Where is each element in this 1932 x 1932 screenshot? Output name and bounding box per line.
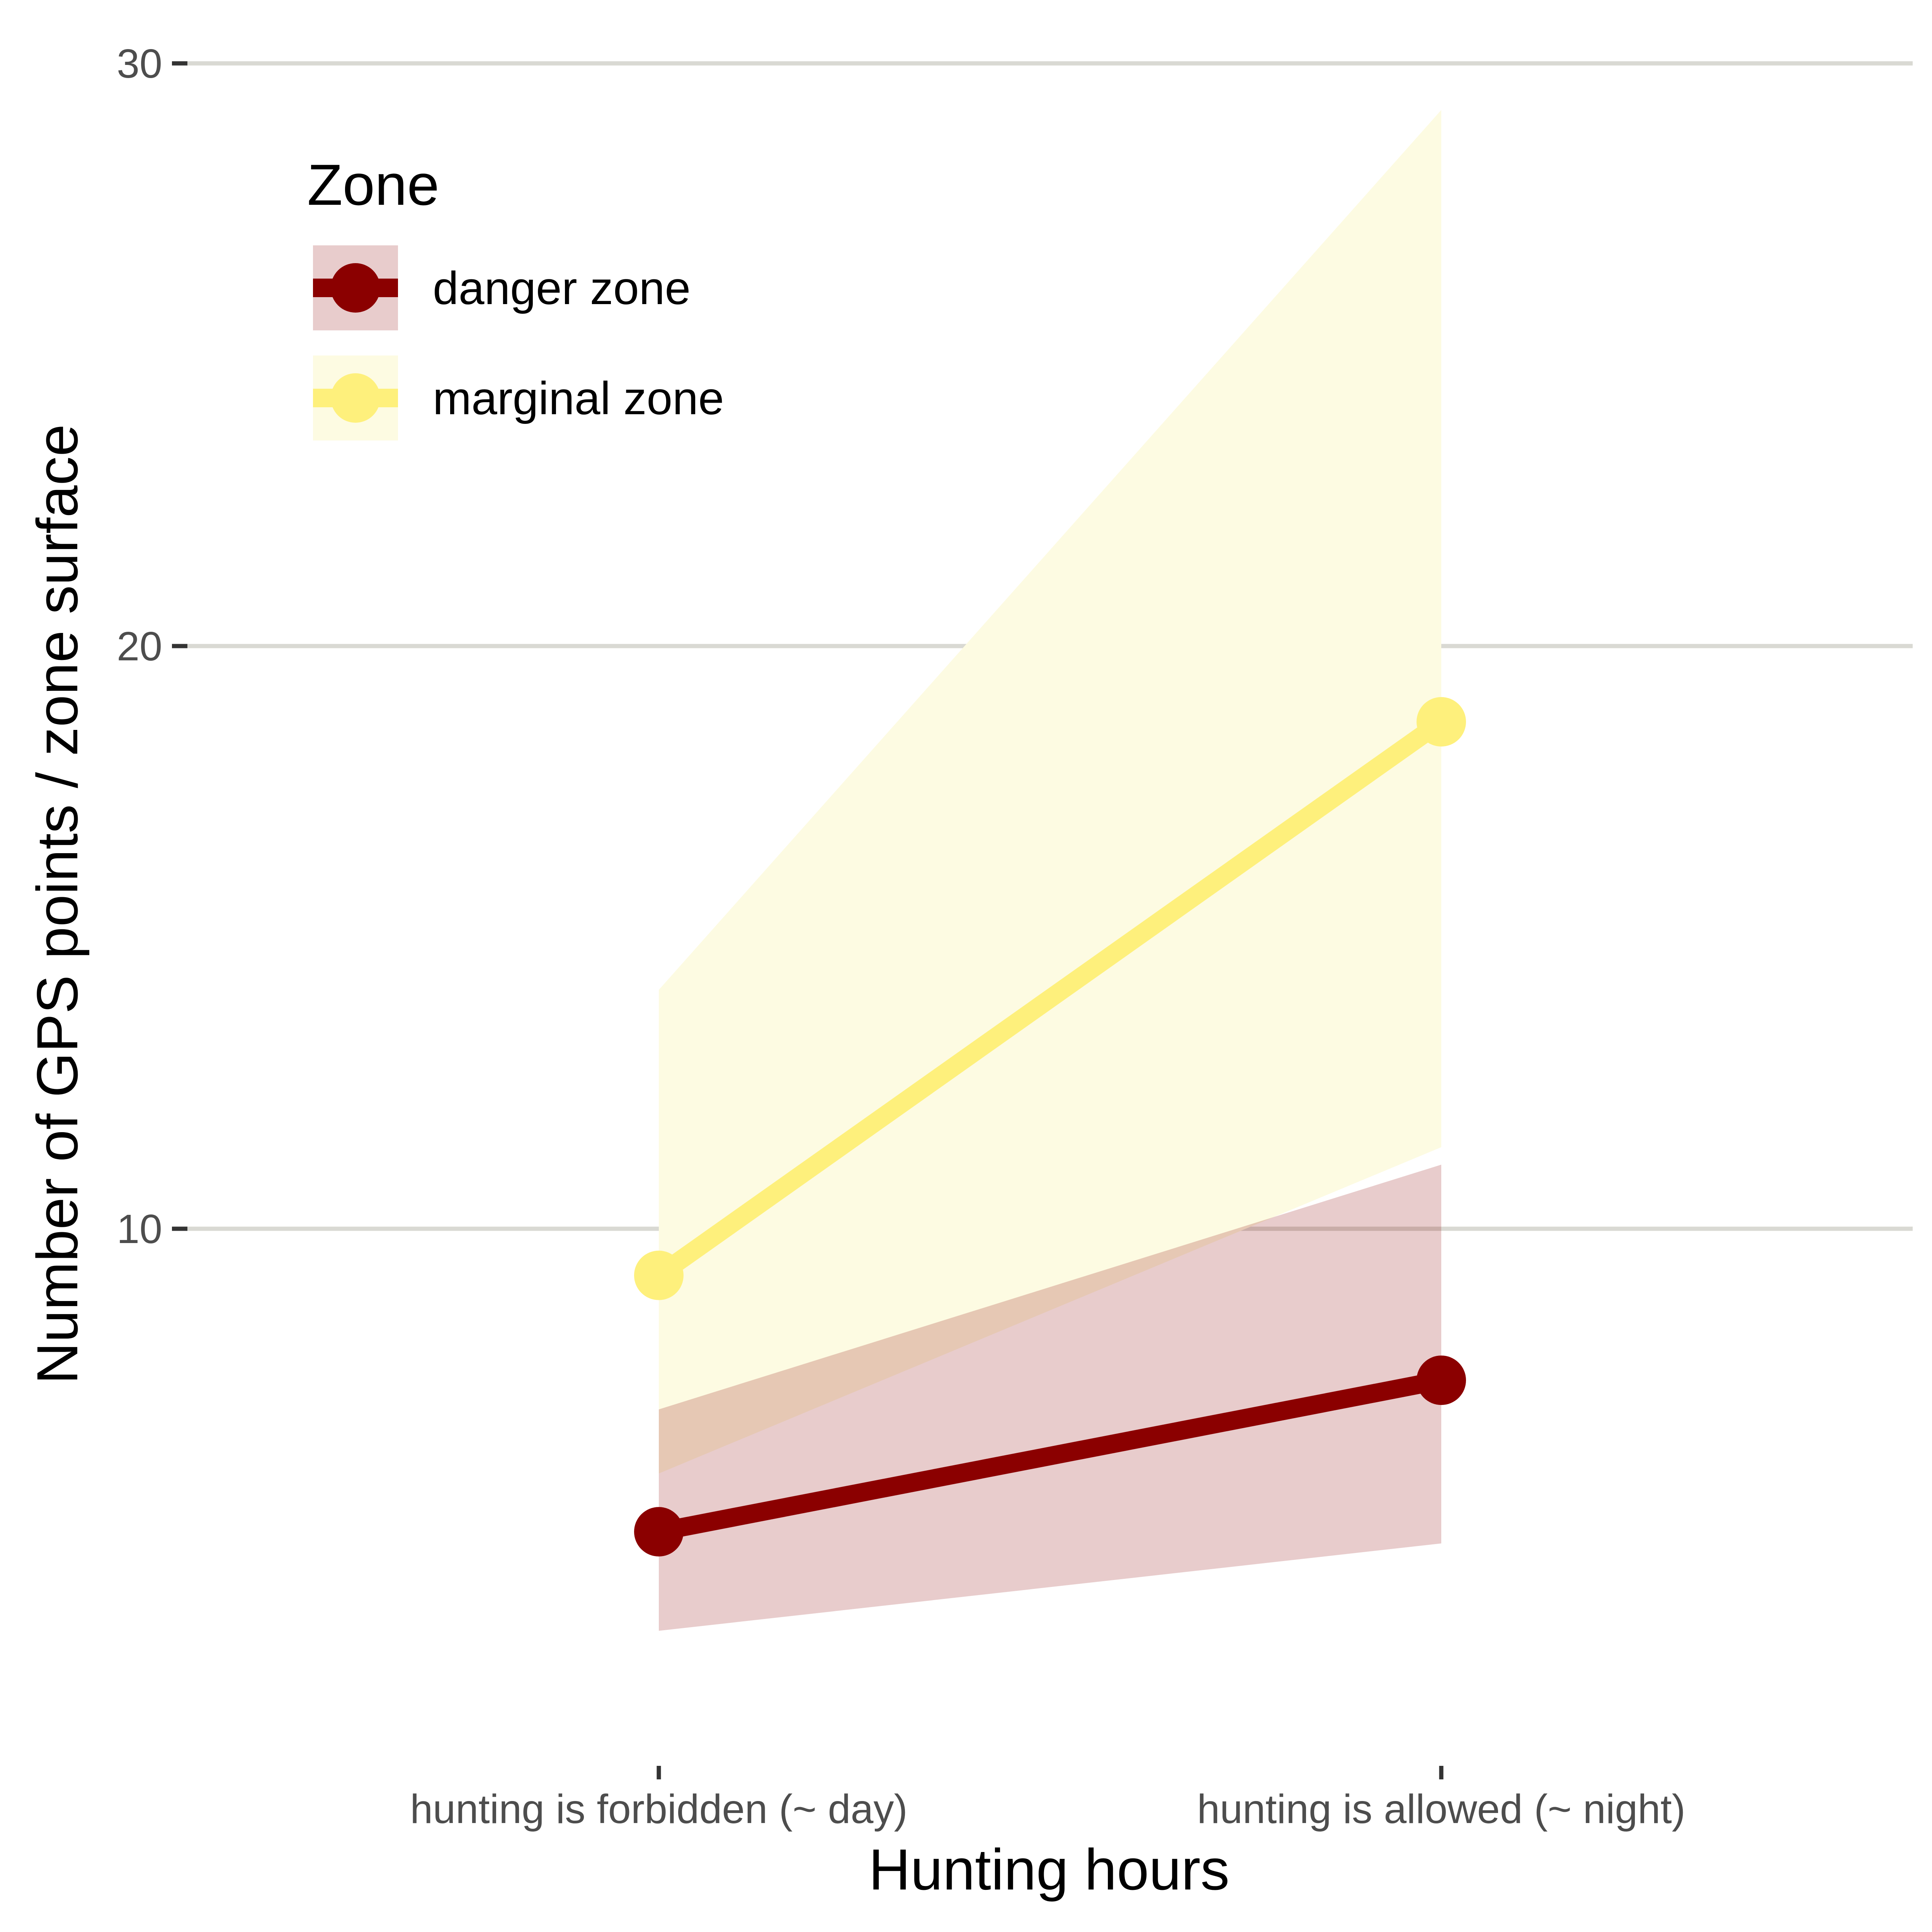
danger-zone-legend-label: danger zone [433, 262, 690, 314]
y-tick-label: 10 [117, 1206, 162, 1252]
marginal-zone-legend-key-point [331, 373, 380, 423]
danger-zone-point [1417, 1355, 1466, 1405]
legend: Zone danger zone marginal zone [307, 152, 724, 440]
x-tick-label: hunting is forbidden (~ day) [410, 1786, 908, 1832]
x-axis-title: Hunting hours [869, 1837, 1230, 1902]
y-tick-label: 30 [117, 41, 162, 87]
legend-title: Zone [307, 152, 439, 217]
y-axis-title: Number of GPS points / zone surface [25, 424, 90, 1384]
y-tick-label: 20 [117, 624, 162, 669]
series-points [634, 697, 1466, 1557]
marginal-zone-point [634, 1250, 684, 1300]
x-tick-label: hunting is allowed (~ night) [1197, 1786, 1685, 1832]
danger-zone-legend-key-point [331, 263, 380, 313]
marginal-zone-line [653, 714, 1447, 1283]
marginal-zone-legend-label: marginal zone [433, 372, 724, 424]
legend-items: danger zone marginal zone [313, 245, 724, 440]
axes: 10 20 30 hunting is forbidden (~ day) huntin… [117, 41, 1685, 1832]
danger-zone-line [657, 1371, 1443, 1541]
danger-zone-ribbon [659, 1165, 1441, 1631]
series-lines [653, 714, 1447, 1541]
danger-zone-point [634, 1507, 684, 1557]
marginal-zone-point [1417, 697, 1466, 747]
